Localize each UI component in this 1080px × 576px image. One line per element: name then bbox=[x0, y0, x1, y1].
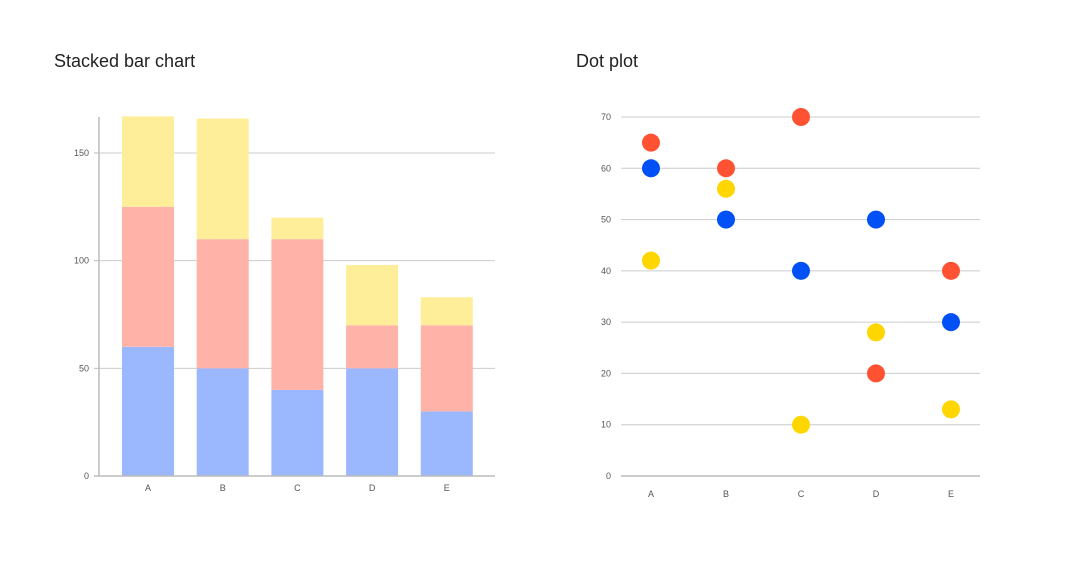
bar-segment bbox=[346, 264, 399, 326]
dot bbox=[717, 159, 735, 178]
dot bbox=[867, 323, 885, 342]
x-tick-label: E bbox=[444, 483, 450, 493]
bar-segment bbox=[122, 206, 174, 347]
dot bbox=[717, 210, 735, 229]
dot bbox=[942, 313, 960, 332]
x-tick-label: C bbox=[294, 483, 301, 493]
bar-segment bbox=[420, 297, 473, 326]
dot bbox=[792, 108, 810, 126]
y-tick-label: 10 bbox=[601, 420, 611, 430]
y-tick-label: 30 bbox=[601, 317, 611, 327]
x-tick-label: B bbox=[220, 483, 226, 493]
bar-segment bbox=[420, 325, 473, 412]
x-tick-label: B bbox=[723, 489, 729, 499]
bar-segment bbox=[271, 389, 324, 476]
y-tick-label: 150 bbox=[74, 148, 89, 158]
y-tick-label: 60 bbox=[601, 163, 611, 173]
y-tick-label: 100 bbox=[74, 256, 89, 266]
dot bbox=[642, 133, 660, 152]
bar-segment bbox=[196, 239, 249, 369]
bar-segment bbox=[346, 325, 399, 369]
dot bbox=[717, 179, 735, 198]
dot bbox=[642, 159, 660, 178]
dot bbox=[792, 415, 810, 434]
dot bbox=[792, 261, 810, 280]
y-tick-label: 40 bbox=[601, 266, 611, 276]
dot bbox=[942, 400, 960, 419]
bar-segment bbox=[346, 368, 399, 476]
x-tick-label: E bbox=[948, 489, 954, 499]
x-tick-label: C bbox=[798, 489, 805, 499]
y-tick-label: 0 bbox=[606, 471, 611, 481]
y-tick-label: 50 bbox=[79, 363, 89, 373]
bar-segment bbox=[122, 346, 174, 476]
dot-plot-title: Dot plot bbox=[576, 51, 639, 71]
dot bbox=[942, 261, 960, 280]
bar-segment bbox=[122, 116, 174, 207]
y-tick-label: 50 bbox=[601, 215, 611, 225]
bar-segment bbox=[420, 411, 473, 476]
bar-chart-title: Stacked bar chart bbox=[54, 51, 196, 71]
y-tick-label: 70 bbox=[601, 112, 611, 122]
bar-segment bbox=[271, 217, 324, 240]
dot bbox=[867, 210, 885, 229]
bar-segment bbox=[271, 239, 324, 390]
x-tick-label: D bbox=[369, 483, 376, 493]
dot bbox=[642, 251, 660, 270]
bar-segment bbox=[196, 118, 249, 240]
x-tick-label: A bbox=[648, 489, 654, 499]
bar-segment bbox=[196, 368, 249, 476]
y-tick-label: 0 bbox=[84, 471, 89, 481]
x-tick-label: D bbox=[873, 489, 880, 499]
y-tick-label: 20 bbox=[601, 368, 611, 378]
x-tick-label: A bbox=[145, 483, 151, 493]
dot bbox=[867, 364, 885, 383]
